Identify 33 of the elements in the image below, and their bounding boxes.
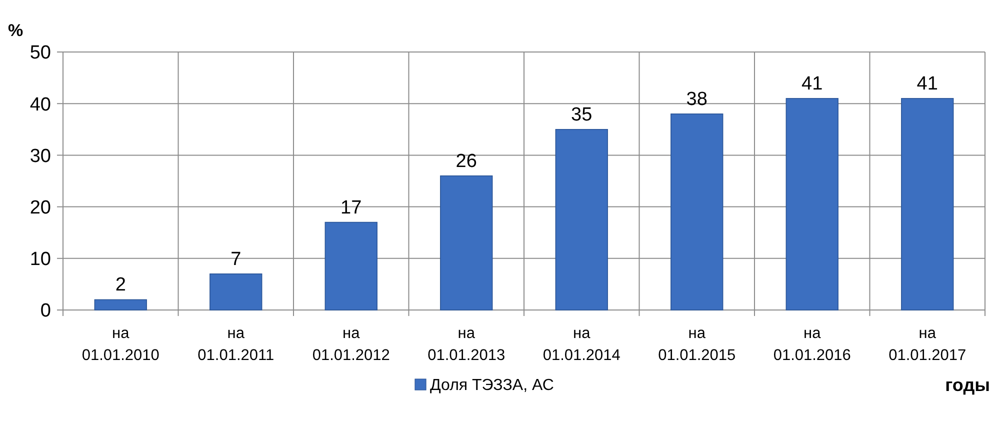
bar <box>555 129 608 310</box>
bar <box>440 175 493 310</box>
bar <box>210 273 262 310</box>
y-tick-label: 0 <box>40 300 51 322</box>
x-tick-label: на 01.01.2017 <box>888 325 966 364</box>
data-label: 35 <box>571 104 592 126</box>
data-label: 26 <box>456 150 477 172</box>
bar <box>901 98 954 310</box>
y-axis-title: % <box>8 21 24 40</box>
bar <box>786 98 838 310</box>
bar <box>324 222 378 310</box>
data-label: 17 <box>340 197 362 218</box>
x-axis-title: годы <box>945 375 990 395</box>
y-tick-label: 30 <box>30 146 51 167</box>
x-tick-label: на 01.01.2013 <box>428 325 506 364</box>
x-tick-label: на 01.01.2015 <box>658 325 736 364</box>
x-tick-label: на 01.01.2010 <box>82 325 160 364</box>
x-tick-label: на 01.01.2011 <box>198 325 274 364</box>
data-label: 38 <box>686 88 708 110</box>
bar <box>94 299 147 310</box>
x-tick-label: на 01.01.2016 <box>773 325 851 364</box>
bar <box>670 114 724 310</box>
x-tick-label: на 01.01.2014 <box>542 325 621 364</box>
data-label: 7 <box>230 248 242 270</box>
y-tick-label: 20 <box>30 197 51 218</box>
y-tick-label: 50 <box>30 42 51 64</box>
data-label: 41 <box>802 73 823 94</box>
data-label: 2 <box>115 274 126 296</box>
legend-label: Доля ТЭЗЗА, АС <box>430 377 554 394</box>
data-label: 41 <box>916 73 938 94</box>
y-tick-label: 10 <box>30 249 51 270</box>
x-tick-label: на 01.01.2012 <box>312 325 390 364</box>
y-tick-label: 40 <box>30 94 51 116</box>
